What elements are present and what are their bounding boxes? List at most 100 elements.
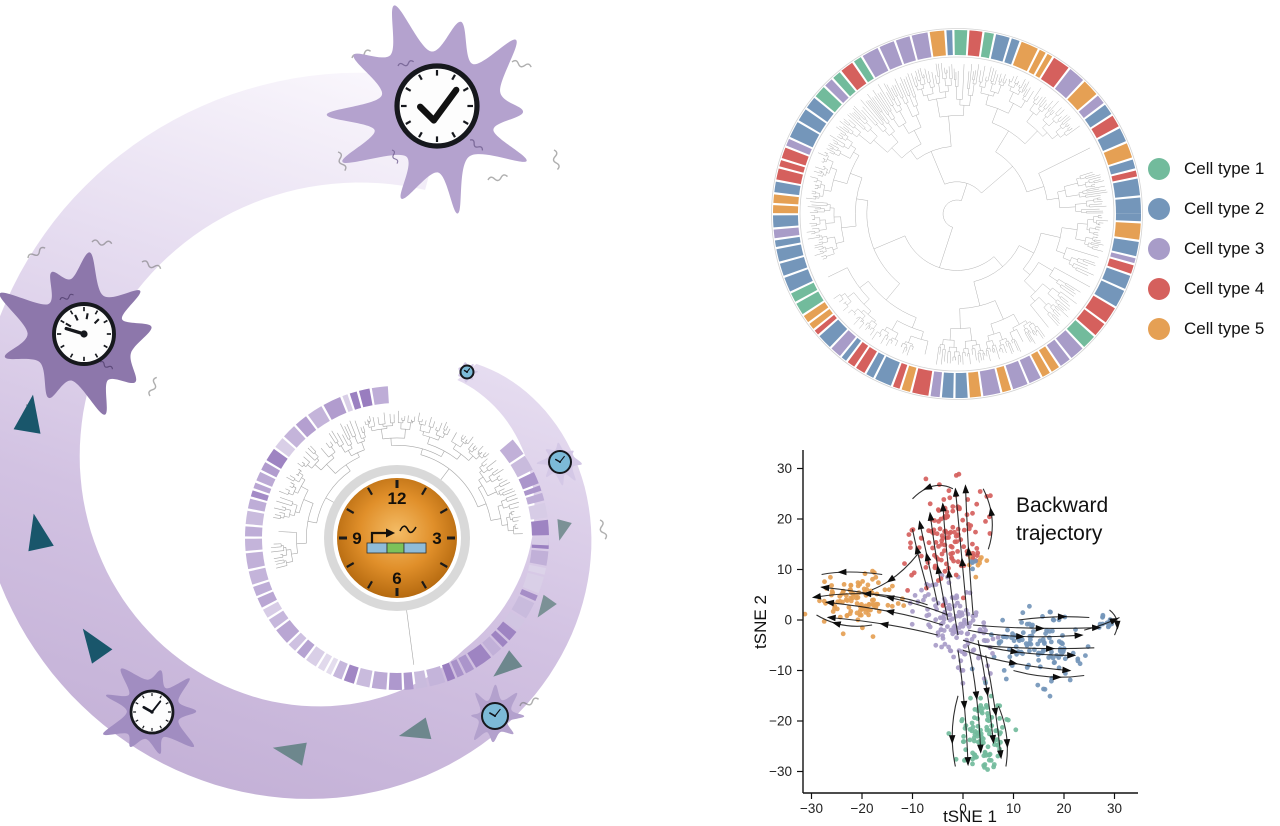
y-tick-label: −30	[769, 764, 792, 779]
ring-segment	[426, 665, 446, 687]
promoter-arrowhead	[386, 528, 395, 538]
ring-segment	[847, 341, 869, 367]
streamline	[1013, 669, 1085, 678]
squiggle	[141, 260, 162, 270]
ring-segment	[519, 589, 538, 601]
ring-segment	[499, 439, 524, 464]
ring-segment	[275, 438, 296, 458]
streamline-arrowhead	[972, 691, 980, 701]
streamline	[826, 601, 943, 626]
streamline	[919, 523, 939, 606]
ring-segment	[531, 519, 549, 536]
ring-segment	[773, 215, 799, 228]
ring-segment	[841, 337, 862, 361]
ring-segment	[518, 471, 539, 490]
streamline-arrowhead	[885, 595, 895, 602]
streamline-arrowhead	[923, 483, 933, 490]
minute-hand	[494, 708, 501, 717]
streamline-arrowhead	[983, 687, 990, 697]
streamline	[912, 484, 954, 500]
ring-segment	[990, 34, 1010, 62]
ring-segment	[531, 537, 549, 546]
legend-dot	[1148, 278, 1170, 300]
ring-segment	[833, 72, 856, 97]
direction-arrow	[537, 594, 557, 618]
streamline-arrowhead	[879, 621, 889, 629]
ring-segment	[815, 87, 842, 113]
squiggle	[148, 376, 158, 397]
ring-segment	[245, 538, 263, 551]
ring-segment	[825, 79, 849, 104]
streamline	[813, 593, 928, 606]
tsne-xlabel: tSNE 1	[943, 807, 997, 826]
ring-segment	[262, 601, 283, 618]
ring-segment	[776, 168, 803, 185]
circular-dendrogram-panel	[771, 28, 1143, 400]
ring-inner-outline	[799, 56, 1115, 372]
streamline	[1018, 616, 1090, 621]
ring-segment	[967, 30, 983, 57]
ring-segment	[343, 664, 359, 684]
streamline	[821, 571, 883, 576]
ring-segment	[306, 646, 325, 667]
squiggle	[469, 139, 484, 151]
ring-segment	[773, 205, 799, 214]
cluster-points-type4	[902, 471, 993, 608]
squiggle	[519, 697, 539, 707]
squiggle	[599, 519, 608, 540]
legend-dot	[1148, 198, 1170, 220]
streamline	[978, 644, 1095, 650]
ring-segment	[529, 549, 549, 566]
streamline	[973, 624, 1100, 629]
ring-segment	[388, 672, 402, 690]
ring-segment	[875, 356, 900, 386]
legend-dot	[1148, 238, 1170, 260]
ring-segment	[525, 492, 545, 505]
ring-segment	[253, 581, 273, 597]
ring-segment	[1108, 159, 1136, 175]
ring-segment	[1097, 128, 1126, 152]
minute-hand	[559, 455, 565, 463]
ring-segment	[774, 181, 801, 196]
ring-segment	[1005, 360, 1028, 390]
streamline-arrowhead	[960, 700, 968, 710]
cluster-points-type3	[907, 573, 1001, 686]
ring-segment	[954, 30, 968, 56]
streamline	[982, 488, 993, 550]
direction-arrows	[13, 394, 572, 766]
ring-segment	[1115, 197, 1141, 214]
ring-segment	[276, 619, 300, 643]
spiral-band	[0, 72, 592, 799]
ring-segment	[773, 194, 799, 205]
squiggle	[27, 246, 46, 259]
ring-segment	[773, 227, 800, 239]
ring-segment	[250, 490, 269, 502]
clock-gauge	[52, 302, 116, 366]
squiggle	[552, 149, 560, 170]
ring-segment	[853, 57, 874, 83]
ring-segment	[779, 257, 808, 276]
y-tick-label: 20	[777, 512, 792, 527]
direction-arrow	[493, 650, 523, 677]
ring-segment	[1091, 115, 1119, 139]
legend-dot	[1148, 318, 1170, 340]
streamline-arrowhead	[1003, 739, 1011, 749]
ring-segment	[1113, 178, 1141, 198]
cell-type-legend: Cell type 1 Cell type 2 Cell type 3 Cell ty…	[1148, 156, 1264, 356]
ring-segment	[458, 654, 475, 674]
inner-barcode-ring	[245, 386, 549, 690]
streamline-arrowhead	[946, 568, 953, 578]
ring-segment	[490, 630, 508, 648]
ring-segment	[1004, 38, 1020, 65]
squiggle	[99, 361, 114, 370]
streamline-arrowhead	[1057, 613, 1067, 620]
ring-segment	[798, 109, 827, 133]
ring-segment	[1103, 143, 1133, 166]
streamline-arrowhead	[1010, 647, 1020, 655]
ring-outer-outline	[771, 28, 1143, 400]
streamline-arrowhead	[940, 502, 947, 512]
y-tick-label: 30	[777, 461, 792, 476]
ring-segment	[791, 282, 818, 302]
minute-hand	[151, 700, 162, 713]
